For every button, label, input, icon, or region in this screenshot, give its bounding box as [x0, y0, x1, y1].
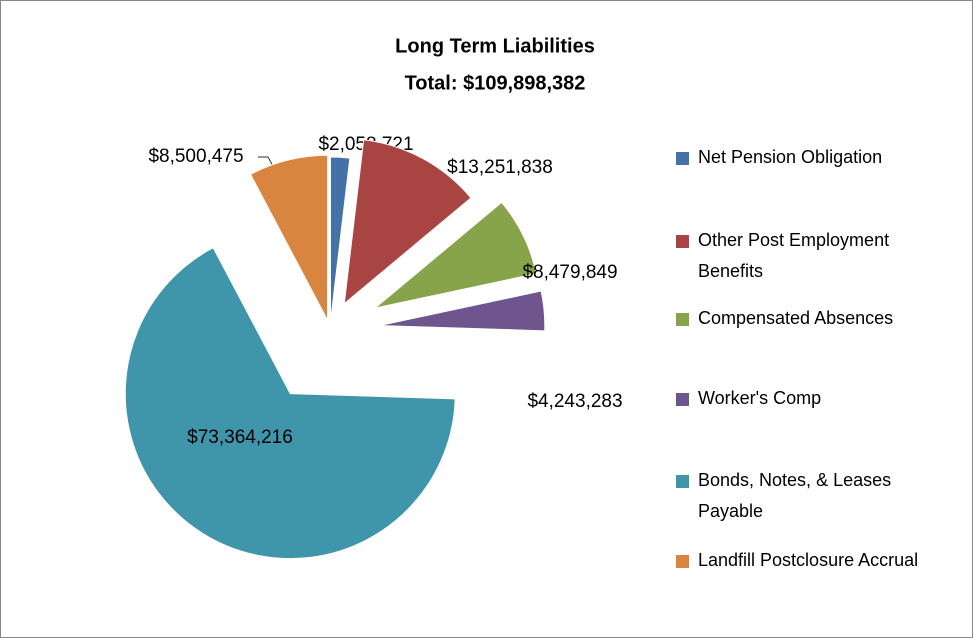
- pie-slice: [374, 201, 537, 309]
- legend-item: Landfill Postclosure Accrual: [676, 545, 948, 576]
- legend-swatch: [676, 393, 689, 406]
- legend-swatch: [676, 475, 689, 488]
- data-label: $8,479,849: [522, 262, 617, 283]
- chart-subtitle: Total: $109,898,382: [405, 72, 586, 94]
- legend-swatch: [676, 313, 689, 326]
- legend-label: Worker's Comp: [698, 388, 822, 408]
- legend-swatch: [676, 152, 689, 165]
- data-label: $8,500,475: [148, 146, 243, 167]
- pie-slice: [343, 139, 472, 305]
- pie-slice: [329, 156, 351, 323]
- data-label: $4,243,283: [527, 391, 622, 412]
- legend-label: Net Pension Obligation: [698, 147, 883, 167]
- legend-swatch: [676, 235, 689, 248]
- legend-item: Worker's Comp: [676, 383, 948, 414]
- legend-label: Compensated Absences: [698, 308, 894, 328]
- legend-swatch: [676, 555, 689, 568]
- data-label: $73,364,216: [187, 427, 293, 448]
- chart-title: Long Term Liabilities: [395, 35, 595, 57]
- legend-item: Compensated Absences: [676, 303, 948, 334]
- pie-slice: [379, 290, 546, 332]
- leader-line: [258, 156, 275, 169]
- legend-label: Landfill Postclosure Accrual: [698, 550, 919, 570]
- legend-label: Bonds, Notes, & Leases Payable: [698, 470, 892, 521]
- legend-item: Other Post Employment Benefits: [676, 225, 948, 287]
- pie-slice: [249, 154, 329, 321]
- pie-slice: [124, 247, 456, 560]
- legend-item: Bonds, Notes, & Leases Payable: [676, 465, 948, 527]
- data-label: $13,251,838: [447, 157, 553, 178]
- legend-label: Other Post Employment Benefits: [698, 230, 890, 281]
- legend-item: Net Pension Obligation: [676, 142, 948, 173]
